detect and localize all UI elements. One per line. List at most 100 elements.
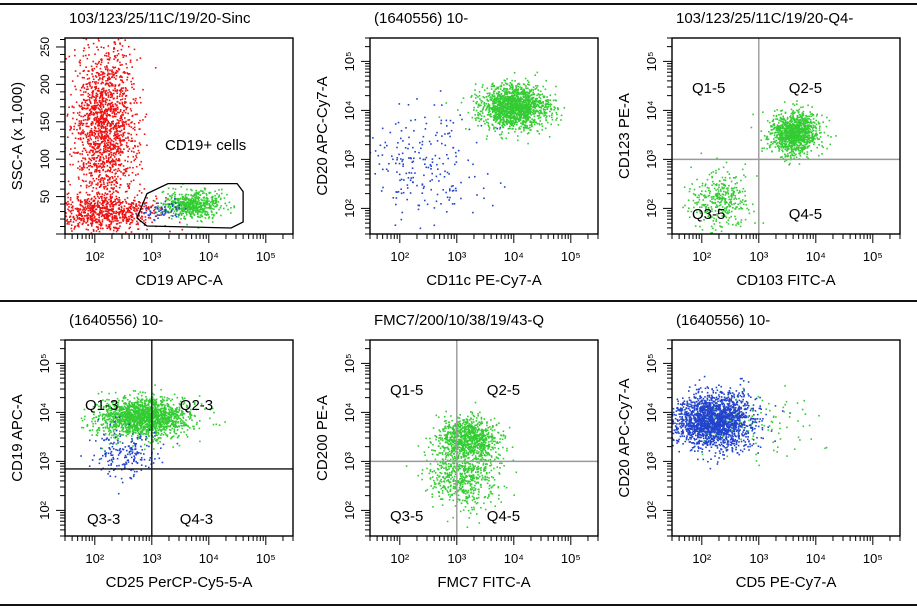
- data-point: [83, 200, 86, 202]
- data-point: [86, 119, 89, 121]
- data-point: [132, 203, 135, 205]
- data-point: [538, 122, 540, 125]
- data-point: [515, 104, 518, 106]
- data-point: [139, 57, 142, 59]
- data-point: [110, 84, 113, 86]
- data-point: [103, 75, 106, 78]
- data-point: [118, 227, 120, 229]
- data-point: [109, 194, 112, 196]
- data-point: [421, 140, 424, 143]
- data-point: [206, 210, 208, 213]
- data-point: [89, 202, 92, 205]
- data-point: [120, 91, 122, 94]
- data-point: [509, 96, 511, 98]
- data-point: [520, 125, 522, 128]
- data-point: [117, 38, 120, 41]
- data-point: [374, 173, 376, 175]
- data-point: [171, 205, 174, 207]
- data-point: [534, 98, 537, 100]
- data-point: [454, 151, 457, 154]
- data-point: [79, 168, 81, 171]
- data-point: [206, 207, 208, 209]
- data-point: [539, 120, 541, 122]
- data-point: [211, 213, 213, 216]
- data-point: [133, 48, 136, 51]
- data-point: [110, 148, 113, 151]
- data-point: [97, 133, 100, 135]
- data-point: [62, 56, 64, 58]
- data-point: [138, 142, 141, 144]
- data-point: [87, 88, 89, 90]
- data-point: [141, 167, 143, 170]
- data-point: [205, 193, 208, 195]
- data-point: [542, 104, 545, 107]
- data-point: [129, 61, 132, 63]
- data-point: [107, 82, 109, 85]
- data-point: [525, 110, 527, 112]
- data-point: [529, 94, 532, 97]
- data-point: [86, 107, 88, 110]
- data-point: [507, 114, 509, 116]
- data-point: [486, 92, 489, 95]
- data-point: [527, 87, 529, 90]
- data-point: [204, 207, 206, 210]
- data-point: [74, 142, 76, 144]
- data-point: [171, 207, 174, 210]
- data-point: [398, 103, 401, 105]
- data-point: [521, 101, 524, 103]
- data-point: [98, 135, 101, 138]
- data-point: [95, 71, 98, 74]
- data-point: [512, 111, 514, 114]
- data-point: [442, 189, 444, 191]
- data-point: [92, 90, 95, 92]
- data-point: [224, 202, 226, 205]
- data-point: [502, 110, 504, 113]
- data-point: [82, 129, 84, 131]
- data-point: [535, 105, 537, 107]
- data-point: [425, 156, 428, 159]
- data-point: [497, 107, 499, 110]
- data-point: [109, 204, 111, 206]
- data-point: [121, 213, 123, 215]
- data-point: [534, 74, 536, 76]
- data-point: [80, 133, 82, 136]
- data-point: [118, 122, 120, 125]
- data-point: [108, 84, 110, 87]
- data-point: [410, 157, 412, 160]
- data-point: [543, 95, 546, 98]
- data-point: [530, 103, 532, 106]
- data-point: [146, 228, 148, 231]
- data-point: [421, 192, 424, 194]
- data-point: [208, 205, 211, 208]
- data-point: [115, 210, 117, 213]
- data-point: [137, 223, 139, 226]
- data-point: [501, 131, 503, 133]
- data-point: [69, 199, 72, 201]
- data-point: [163, 214, 165, 216]
- data-point: [481, 100, 484, 103]
- data-point: [160, 206, 163, 208]
- data-point: [127, 145, 129, 148]
- data-point: [515, 114, 518, 116]
- data-point: [90, 198, 92, 201]
- data-point: [92, 230, 95, 232]
- data-point: [102, 111, 104, 113]
- data-point: [495, 99, 498, 102]
- data-point: [77, 218, 79, 220]
- data-point: [543, 109, 545, 111]
- data-point: [98, 145, 101, 147]
- data-point: [77, 207, 79, 210]
- data-point: [530, 98, 532, 100]
- data-point: [120, 134, 122, 136]
- data-point: [495, 114, 497, 117]
- data-point: [96, 226, 99, 229]
- data-point: [102, 114, 104, 116]
- data-point: [100, 103, 103, 105]
- data-point: [507, 128, 510, 130]
- data-point: [515, 119, 517, 122]
- data-point: [416, 98, 418, 100]
- data-point: [157, 217, 159, 219]
- data-point: [490, 107, 493, 109]
- data-point: [449, 196, 451, 199]
- data-point: [182, 197, 184, 199]
